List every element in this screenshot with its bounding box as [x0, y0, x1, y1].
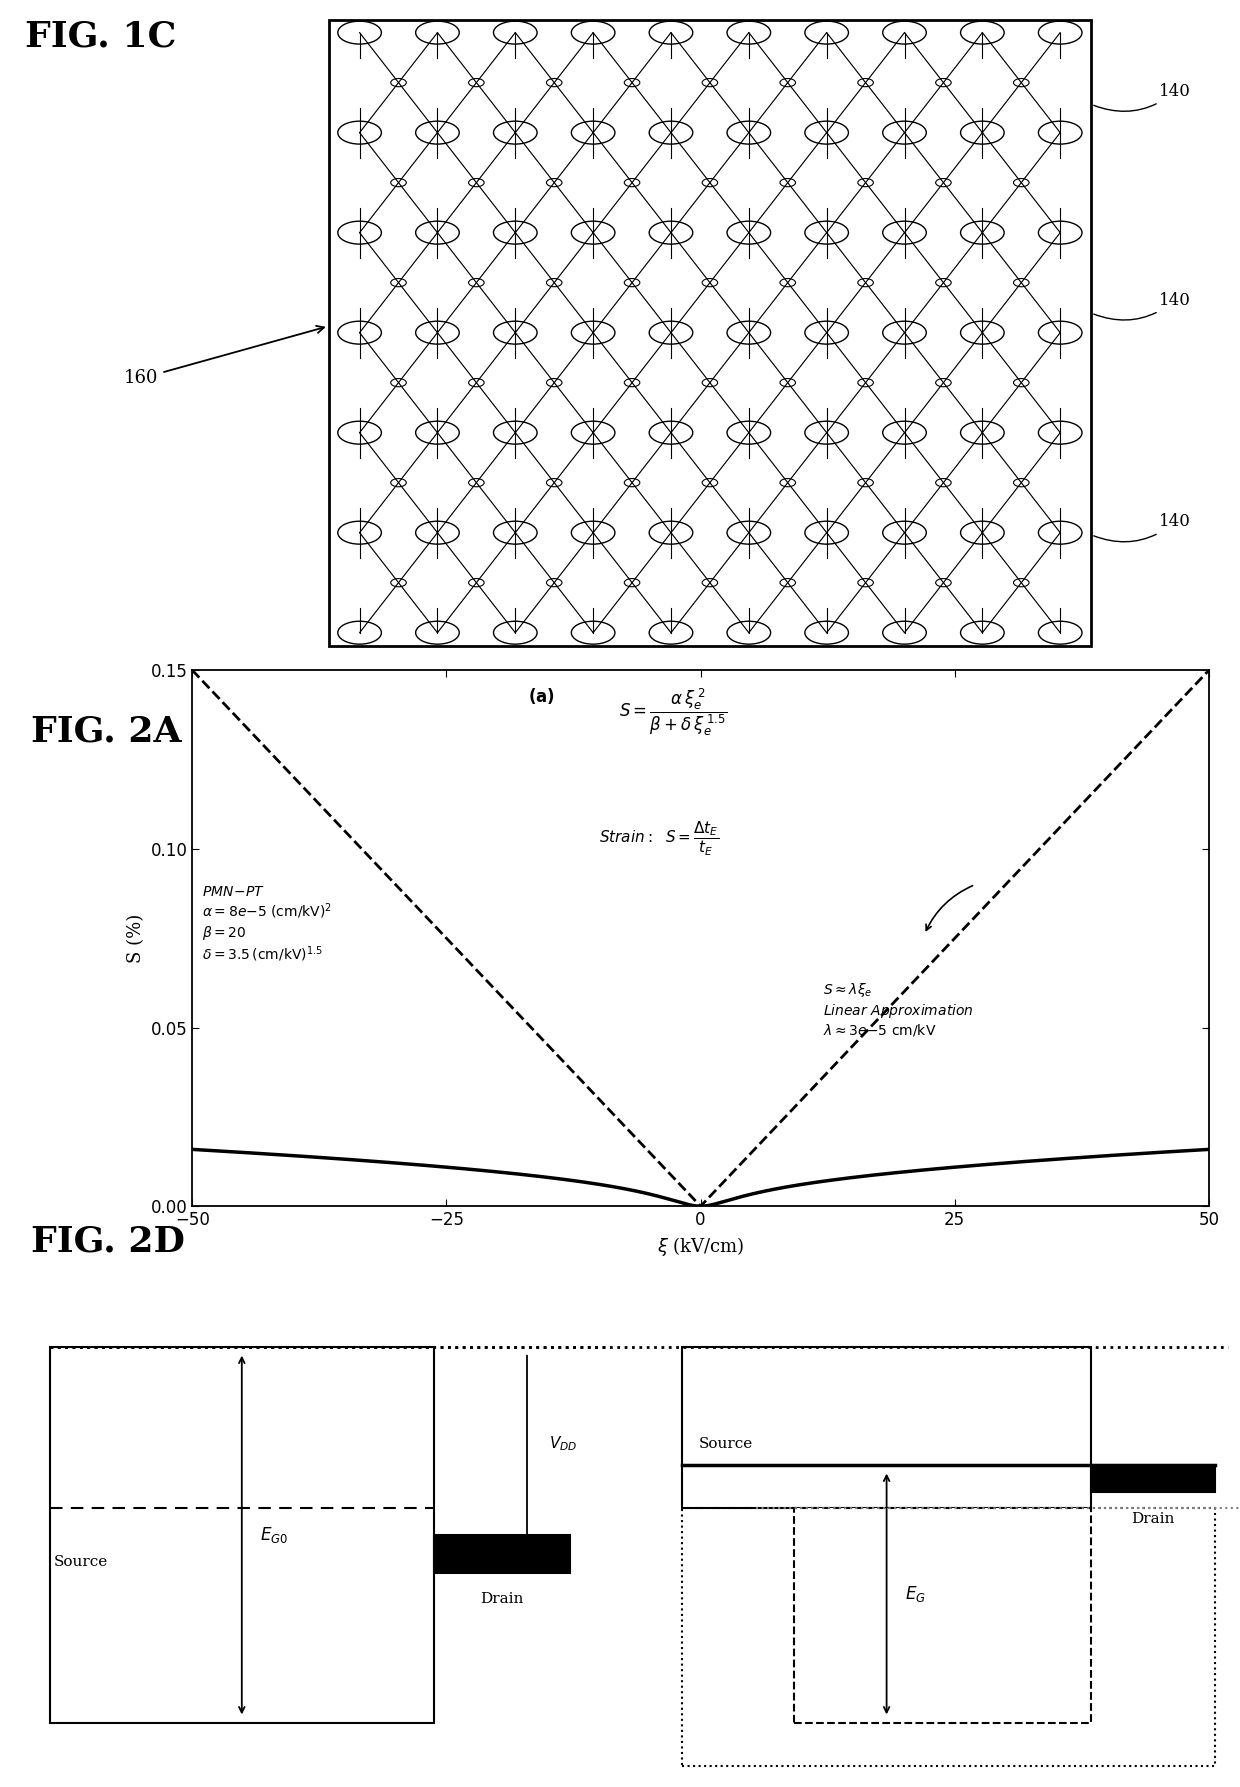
Text: $E_{G0}$: $E_{G0}$ [260, 1524, 289, 1546]
Text: Drain: Drain [481, 1592, 523, 1607]
Bar [434, 1535, 570, 1573]
Text: Source: Source [698, 1437, 753, 1451]
Bar [682, 1347, 1091, 1508]
X-axis label: $\xi$ (kV/cm): $\xi$ (kV/cm) [657, 1235, 744, 1258]
Text: $\mathit{Strain:}\ \ S = \dfrac{\Delta t_E}{t_E}$: $\mathit{Strain:}\ \ S = \dfrac{\Delta t… [599, 820, 719, 858]
Text: 140: 140 [1094, 82, 1192, 111]
Text: 140: 140 [1094, 513, 1192, 541]
Bar [794, 1508, 1091, 1723]
Text: $E_G$: $E_G$ [905, 1583, 926, 1605]
Bar [682, 1508, 1215, 1766]
Text: $\mathbf{(a)}$: $\mathbf{(a)}$ [528, 686, 554, 706]
Bar [329, 20, 1091, 645]
Bar [1091, 1465, 1215, 1492]
Y-axis label: S (%): S (%) [126, 913, 145, 963]
Text: $S = \dfrac{\alpha\,\xi_e^{\,2}}{\beta + \delta\,\xi_e^{\,1.5}}$: $S = \dfrac{\alpha\,\xi_e^{\,2}}{\beta +… [619, 686, 728, 738]
Text: 160: 160 [124, 325, 324, 388]
Text: FIG. 2A: FIG. 2A [31, 715, 181, 749]
Text: $\mathit{PMN\!-\!PT}$
$\alpha = 8e\mathrm{-}5\ (\mathrm{cm/kV})^2$
$\beta = 20$
: $\mathit{PMN\!-\!PT}$ $\alpha = 8e\mathr… [202, 885, 332, 965]
Text: Source: Source [53, 1555, 108, 1569]
Text: FIG. 2D: FIG. 2D [31, 1224, 185, 1258]
Text: Drain: Drain [1132, 1512, 1174, 1526]
Text: FIG. 1C: FIG. 1C [25, 20, 176, 54]
Text: 140: 140 [1094, 291, 1192, 320]
Text: $S \approx \lambda\xi_e$
$\mathit{Linear\ Approximation}$
$\lambda \approx 3e\ma: $S \approx \lambda\xi_e$ $\mathit{Linear… [822, 981, 973, 1038]
Text: $V_{DD}$: $V_{DD}$ [549, 1435, 578, 1453]
Bar [50, 1347, 434, 1723]
